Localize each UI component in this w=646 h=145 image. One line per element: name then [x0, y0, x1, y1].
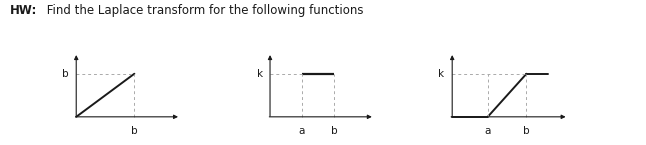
Text: b: b — [523, 126, 530, 136]
Text: Find the Laplace transform for the following functions: Find the Laplace transform for the follo… — [43, 4, 364, 17]
Text: a: a — [299, 126, 305, 136]
Text: a: a — [484, 126, 491, 136]
Text: HW:: HW: — [10, 4, 37, 17]
Text: b: b — [63, 69, 69, 79]
Text: k: k — [437, 69, 444, 79]
Text: k: k — [256, 69, 263, 79]
Text: b: b — [331, 126, 337, 136]
Text: b: b — [131, 126, 138, 136]
